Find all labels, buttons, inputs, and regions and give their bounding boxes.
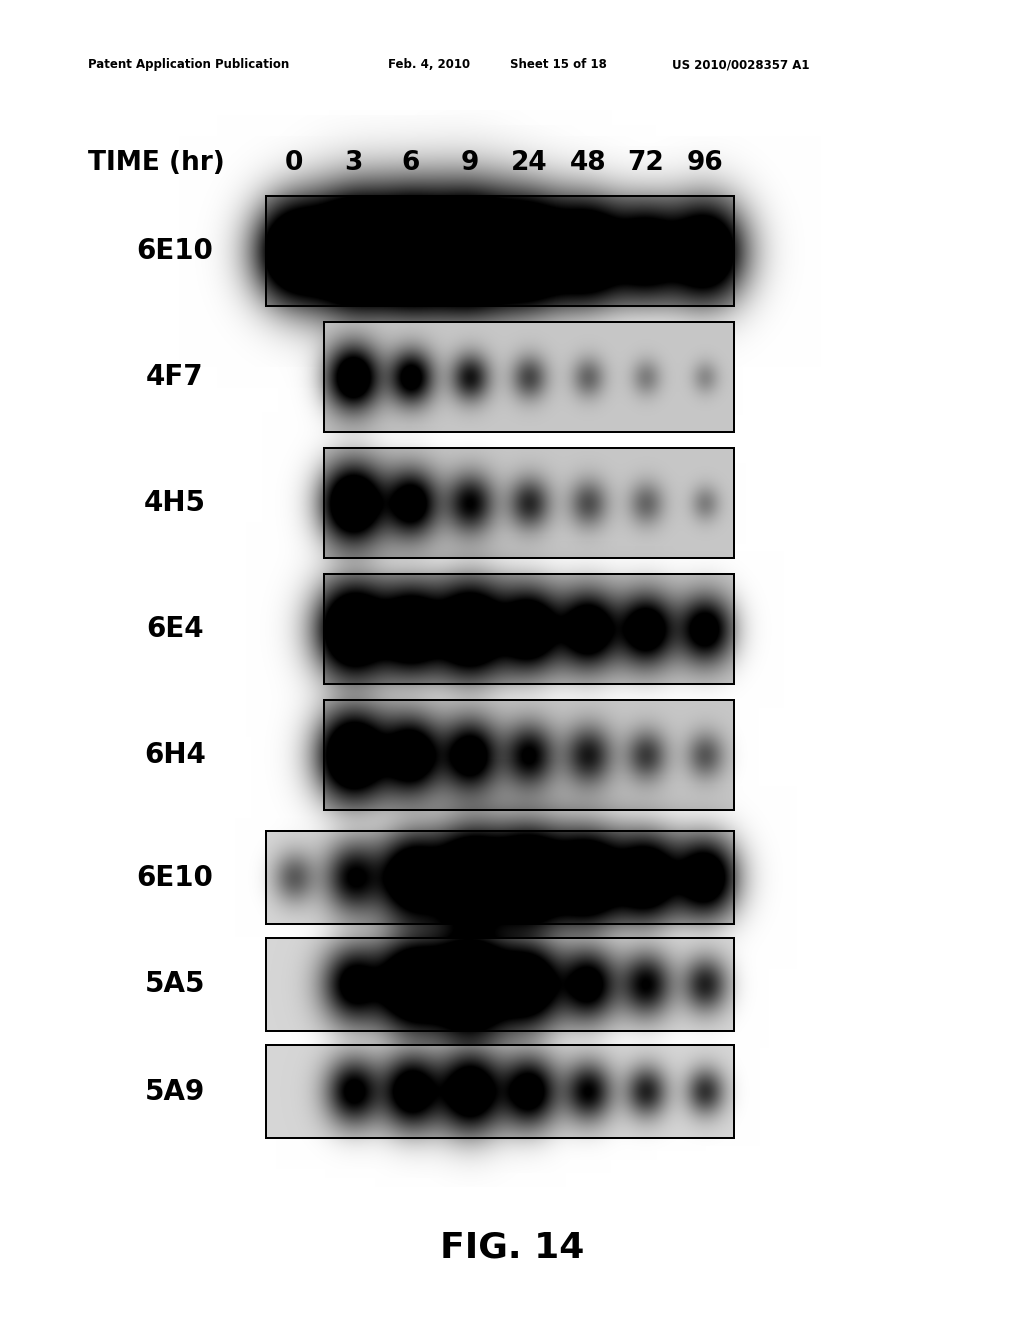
Text: 4F7: 4F7	[146, 363, 204, 391]
Text: 9: 9	[461, 150, 479, 176]
Text: 6E10: 6E10	[136, 238, 213, 265]
Text: US 2010/0028357 A1: US 2010/0028357 A1	[672, 58, 810, 71]
Text: 5A9: 5A9	[144, 1077, 205, 1106]
Text: 96: 96	[687, 150, 723, 176]
Text: 6H4: 6H4	[144, 741, 206, 770]
Text: 6E4: 6E4	[146, 615, 204, 643]
Text: 72: 72	[628, 150, 665, 176]
Text: Sheet 15 of 18: Sheet 15 of 18	[510, 58, 607, 71]
Text: 0: 0	[285, 150, 303, 176]
Text: 24: 24	[511, 150, 547, 176]
Text: Feb. 4, 2010: Feb. 4, 2010	[388, 58, 470, 71]
Text: 4H5: 4H5	[144, 488, 206, 517]
Text: 6E10: 6E10	[136, 863, 213, 891]
Text: 3: 3	[344, 150, 362, 176]
Text: TIME (hr): TIME (hr)	[88, 150, 224, 176]
Text: Patent Application Publication: Patent Application Publication	[88, 58, 289, 71]
Text: 48: 48	[569, 150, 606, 176]
Text: 6: 6	[401, 150, 420, 176]
Text: FIG. 14: FIG. 14	[440, 1232, 584, 1265]
Text: 5A5: 5A5	[144, 970, 205, 998]
